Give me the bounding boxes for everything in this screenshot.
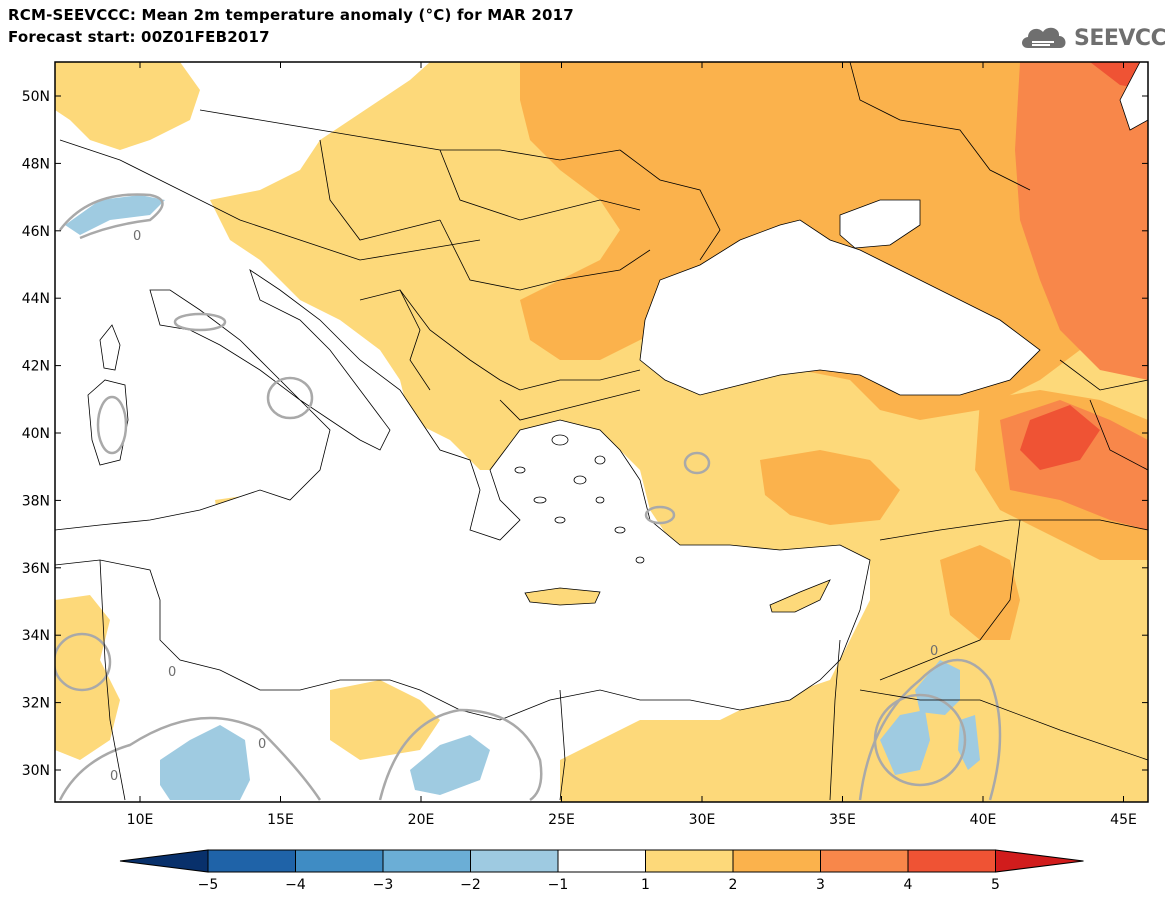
contour-labels: 0 0 0 0 0 [110, 229, 938, 784]
colorbar-segment [820, 849, 909, 873]
anomaly-zone-4-5 [1020, 405, 1100, 470]
corsica-island [99, 324, 121, 371]
lon-label: 40E [970, 812, 997, 828]
lat-label: 38N [22, 493, 50, 509]
lat-label: 48N [22, 156, 50, 172]
anomaly-zone-neg-jordan [915, 660, 960, 715]
colorbar-segment [207, 849, 296, 873]
colorbar-labels: −5 −4 −3 −2 −1 1 2 3 4 5 [198, 877, 1000, 893]
seevccc-logo: SEEVCCC [1018, 22, 1165, 54]
colorbar-segment [645, 849, 734, 873]
sea-of-azov [839, 199, 921, 249]
map-frame [54, 61, 1149, 803]
colorbar-tick-label: 3 [816, 877, 825, 893]
lon-label: 25E [548, 812, 575, 828]
lat-label: 44N [22, 291, 50, 307]
anomaly-zone-neg-arabia [880, 710, 930, 775]
cyprus-island [769, 579, 831, 613]
colorbar-arrow-low [119, 849, 209, 873]
map-field: 0 0 0 0 0 [55, 62, 1148, 802]
colorbar-segment [470, 849, 559, 873]
lon-label: 15E [267, 812, 294, 828]
anomaly-zone-2-3-anatolia [760, 450, 900, 525]
longitude-labels: 10E 15E 20E 25E 30E 35E 40E 45E [127, 812, 1137, 828]
axis-ticks [55, 62, 1148, 802]
anomaly-zone-3-4 [1015, 62, 1148, 380]
lat-label: 42N [22, 359, 50, 375]
colorbar-segment [732, 849, 821, 873]
anomaly-zone-1-2-west [55, 62, 200, 150]
contour-label: 0 [133, 229, 141, 244]
caspian-sea [1119, 62, 1148, 131]
forecast-start-label: Forecast start: 00Z01FEB2017 [8, 28, 270, 46]
anomaly-zone-neg-algeria [160, 725, 250, 800]
lat-label: 36N [22, 561, 50, 577]
colorbar-segment [382, 849, 471, 873]
colorbar-tick-label: −4 [285, 877, 306, 893]
latitude-labels: 50N 48N 46N 44N 42N 40N 38N 36N 34N 32N 30N [22, 89, 50, 779]
lat-label: 50N [22, 89, 50, 105]
colorbar-arrow-high [995, 849, 1084, 873]
lon-label: 30E [689, 812, 716, 828]
colorbar-segment [295, 849, 384, 873]
anomaly-zone-neg-libya [410, 735, 490, 795]
colorbar-tick-label: 1 [641, 877, 650, 893]
lat-label: 34N [22, 628, 50, 644]
aegean-islands [514, 434, 645, 564]
country-borders [59, 62, 1148, 801]
lon-label: 20E [408, 812, 435, 828]
map-title: RCM-SEEVCCC: Mean 2m temperature anomaly… [8, 6, 574, 24]
lon-label: 35E [829, 812, 856, 828]
colorbar-segment [907, 849, 996, 873]
colorbar-tick-label: 4 [904, 877, 913, 893]
colorbar-tick-label: −3 [373, 877, 394, 893]
contour-label: 0 [168, 665, 176, 680]
logo-text: SEEVCCC [1074, 25, 1165, 51]
contour-label: 0 [110, 769, 118, 784]
anomaly-zone-neg-alps [65, 195, 165, 235]
lat-label: 32N [22, 696, 50, 712]
colorbar-tick-label: −5 [198, 877, 219, 893]
lon-label: 45E [1110, 812, 1137, 828]
contour-label: 0 [930, 644, 938, 659]
anomaly-zone-2-3-syria [940, 545, 1020, 640]
colorbar-tick-label: −1 [548, 877, 569, 893]
mediterranean-sea [55, 269, 871, 721]
colorbar-segment [557, 849, 646, 873]
contour-label: 0 [258, 737, 266, 752]
lat-label: 30N [22, 763, 50, 779]
colorbar-tick-label: −2 [460, 877, 481, 893]
crete-island [524, 587, 601, 606]
colorbar-tick-label: 5 [991, 877, 1000, 893]
black-sea [639, 219, 1041, 396]
colorbar-tick-label: 2 [729, 877, 738, 893]
zero-contours [55, 193, 1002, 802]
lat-label: 46N [22, 224, 50, 240]
colorbar [119, 849, 1084, 873]
cloud-logo-icon [1022, 27, 1066, 48]
anomaly-zone-1-2-libya [330, 680, 440, 760]
lat-label: 40N [22, 426, 50, 442]
lon-label: 10E [127, 812, 154, 828]
